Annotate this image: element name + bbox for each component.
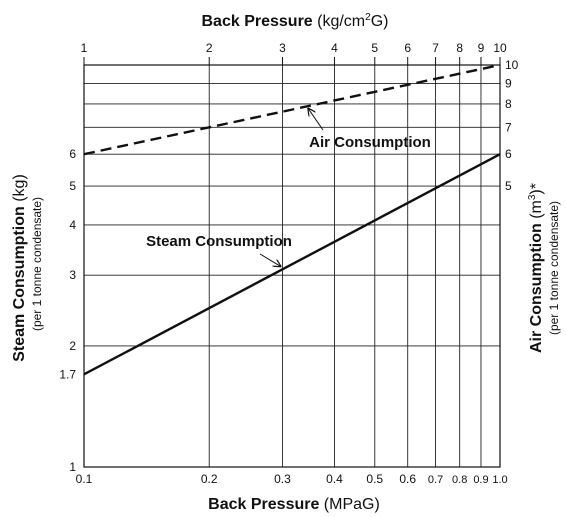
grid-layer <box>83 64 501 468</box>
top-tick-label: 7 <box>432 41 439 55</box>
plot-frame <box>83 64 501 468</box>
bottom-tick-label: 0.2 <box>201 472 218 486</box>
top-tick-label: 5 <box>371 41 378 55</box>
bottom-tick-label: 0.8 <box>452 474 467 486</box>
left-tick-label: 1.7 <box>59 367 76 381</box>
left-tick-label: 4 <box>69 218 76 232</box>
top-tick-label: 6 <box>404 41 411 55</box>
bottom-tick-label: 0.7 <box>428 474 443 486</box>
top-tick-label: 10 <box>493 41 507 55</box>
bottom-tick-label: 1.0 <box>492 474 507 486</box>
bottom-tick-label: 0.3 <box>274 472 291 486</box>
right-tick-label: 7 <box>505 120 512 134</box>
left-tick-label: 1 <box>69 460 76 474</box>
bottom-tick-label: 0.1 <box>76 472 93 486</box>
left-axis-title: Steam Consumption (kg) <box>11 174 28 362</box>
annotation-steam-arrow <box>259 253 280 266</box>
bottom-tick-label: 0.9 <box>473 474 488 486</box>
left-tick-label: 6 <box>69 147 76 161</box>
top-tick-label: 1 <box>81 41 88 55</box>
right-axis-subtitle: (per 1 tonne condensate) <box>547 201 561 335</box>
left-tick-label: 5 <box>69 179 76 193</box>
top-tick-label: 9 <box>478 41 485 55</box>
right-axis-title: Air Consumption (m3)* <box>527 183 545 353</box>
annotation-steam-label: Steam Consumption <box>146 233 292 250</box>
top-tick-label: 8 <box>456 41 463 55</box>
left-tick-label: 3 <box>69 268 76 282</box>
bottom-tick-label: 0.4 <box>326 472 343 486</box>
bottom-axis-title: Back Pressure (MPaG) <box>208 496 380 513</box>
right-tick-label: 5 <box>505 179 512 193</box>
top-tick-label: 3 <box>279 41 286 55</box>
annotation-air-arrow <box>308 109 324 131</box>
right-tick-label: 10 <box>505 58 519 72</box>
left-tick-label: 2 <box>69 339 76 353</box>
top-tick-label: 2 <box>206 41 213 55</box>
top-axis-title: Back Pressure (kg/cm2G) <box>202 12 389 30</box>
series-line-air <box>83 63 501 156</box>
right-tick-label: 9 <box>505 76 512 90</box>
right-tick-label: 8 <box>505 97 512 111</box>
bottom-tick-label: 0.5 <box>366 472 383 486</box>
tick-layer: 0.1 0.2 0.3 0.4 0.5 0.6 0.7 0.8 0.9 1.01 2 3 4 5 6 7 8 9 1… <box>59 41 518 486</box>
right-tick-label: 6 <box>505 147 512 161</box>
series-layer <box>83 63 501 376</box>
annotation-layer: Steam Consumption Air Consumption <box>146 109 431 267</box>
left-axis-subtitle: (per 1 tonne condensate) <box>30 197 44 331</box>
annotation-air-label: Air Consumption <box>309 134 431 151</box>
bottom-tick-label: 0.6 <box>399 472 416 486</box>
top-tick-label: 4 <box>331 41 338 55</box>
series-line-steam <box>83 153 501 376</box>
